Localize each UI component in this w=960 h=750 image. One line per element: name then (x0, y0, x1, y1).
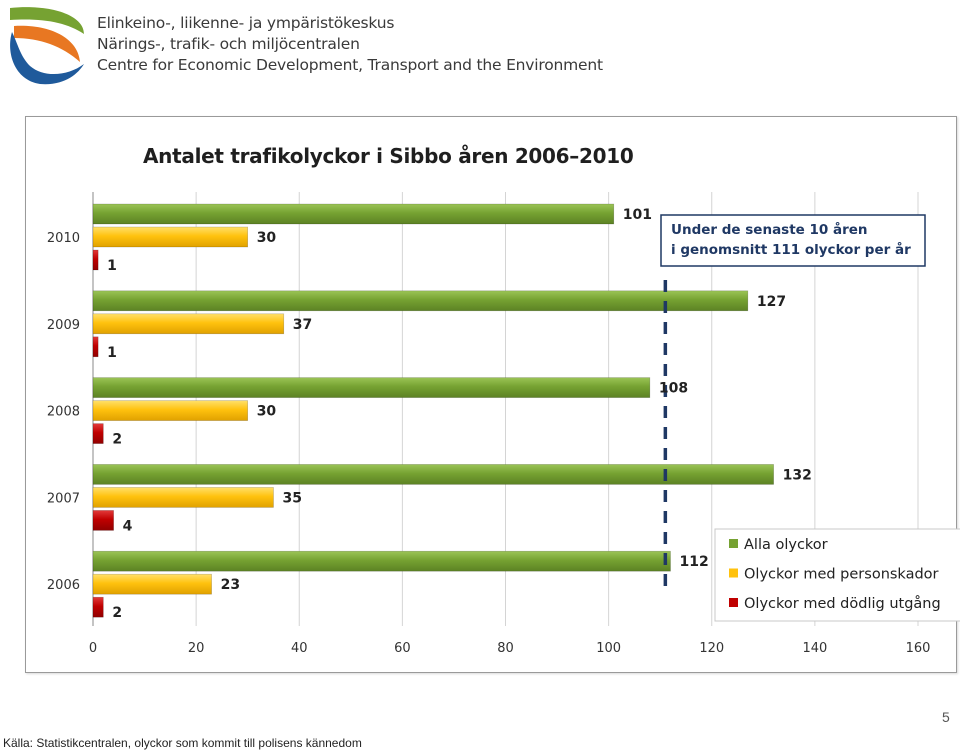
annotation-text: Under de senaste 10 åren (671, 221, 868, 238)
x-tick-label: 120 (699, 641, 724, 656)
source-note: Källa: Statistikcentralen, olyckor som k… (3, 736, 362, 750)
organization-name: Elinkeino-, liikenne- ja ympäristökeskus… (97, 13, 603, 76)
bar-olyckor-med-d-dlig-utg-ng (92, 596, 104, 618)
y-category-label: 2009 (47, 318, 80, 333)
bar-alla-olyckor (92, 377, 651, 398)
y-category-label: 2007 (47, 491, 80, 506)
annotation-text: i genomsnitt 111 olyckor per år (671, 241, 911, 258)
bar-alla-olyckor (92, 550, 671, 572)
annotation-box (660, 214, 926, 267)
bar-alla-olyckor (92, 203, 615, 225)
data-label: 23 (221, 577, 240, 593)
data-label: 2 (112, 605, 122, 621)
org-name-english: Centre for Economic Development, Transpo… (97, 56, 603, 74)
bar-alla-olyckor (92, 290, 749, 312)
data-label: 35 (282, 490, 301, 506)
legend-label: Olyckor med personskador (744, 567, 939, 583)
legend-swatch (729, 539, 738, 548)
bar-olyckor-med-personskador (92, 573, 212, 595)
x-tick-label: 20 (188, 641, 205, 656)
y-category-label: 2010 (47, 231, 80, 246)
data-label: 30 (257, 404, 277, 420)
data-label: 30 (257, 230, 277, 246)
x-tick-label: 100 (596, 641, 621, 656)
x-tick-label: 160 (906, 641, 931, 656)
legend-label: Alla olyckor (744, 537, 828, 553)
page-number: 5 (942, 709, 950, 725)
data-label: 1 (107, 258, 117, 274)
x-tick-label: 40 (291, 641, 308, 656)
data-label: 37 (293, 317, 312, 333)
x-tick-label: 0 (89, 641, 97, 656)
legend-label: Olyckor med dödlig utgång (744, 595, 941, 612)
data-label: 127 (757, 294, 786, 310)
y-category-label: 2006 (47, 578, 80, 593)
data-label: 1 (107, 345, 117, 361)
data-label: 132 (783, 467, 812, 483)
y-category-label: 2008 (47, 405, 80, 420)
bar-olyckor-med-personskador (92, 400, 248, 421)
legend-swatch (729, 568, 738, 578)
data-label: 112 (680, 554, 709, 570)
bar-olyckor-med-personskador (92, 313, 285, 335)
chart-title: Antalet trafikolyckor i Sibbo åren 2006–… (143, 144, 634, 168)
x-tick-label: 60 (394, 641, 411, 656)
org-name-swedish: Närings-, trafik- och miljöcentralen (97, 35, 360, 53)
bar-olyckor-med-d-dlig-utg-ng (92, 510, 114, 531)
data-label: 101 (623, 207, 652, 223)
data-label: 2 (112, 432, 122, 448)
ely-centre-logo-icon (10, 7, 84, 85)
org-name-finnish: Elinkeino-, liikenne- ja ympäristökeskus (97, 14, 395, 32)
data-label: 4 (123, 518, 133, 534)
data-label: 108 (659, 381, 688, 397)
bar-olyckor-med-d-dlig-utg-ng (92, 249, 99, 271)
bar-olyckor-med-personskador (92, 226, 248, 248)
bar-olyckor-med-d-dlig-utg-ng (92, 336, 99, 358)
x-tick-label: 80 (497, 641, 514, 656)
legend-swatch (729, 598, 738, 607)
x-tick-label: 140 (802, 641, 827, 656)
legend-box (714, 528, 960, 622)
bar-olyckor-med-d-dlig-utg-ng (92, 423, 104, 444)
bar-olyckor-med-personskador (92, 487, 274, 508)
bar-alla-olyckor (92, 464, 774, 485)
